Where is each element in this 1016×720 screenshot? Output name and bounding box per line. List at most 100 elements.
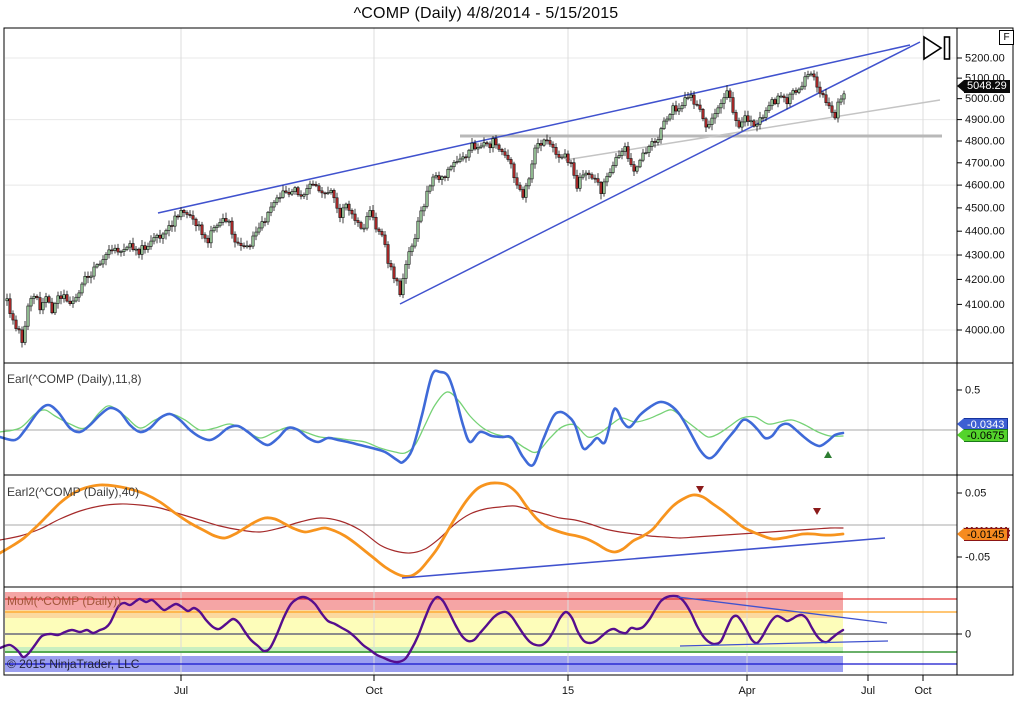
candle-body [842,93,846,100]
candle-body [761,117,765,119]
earl-slow-blue [0,369,845,467]
candle-body [557,154,561,158]
candle-body [5,298,9,302]
candle-body [758,117,762,125]
candle-body [656,139,660,143]
candle-body [383,234,387,245]
mom-band [5,592,843,610]
last-price-label: 5048.29 [957,80,1010,93]
earl-fast-green [0,391,844,455]
candle-body [182,210,186,213]
candle-body [206,237,210,244]
f-button[interactable]: F [999,30,1014,45]
candle-body [380,231,384,236]
candle-body [449,166,453,170]
candle-body [599,181,603,194]
earl2-orange-arrow-icon [957,528,964,540]
candle-body [683,97,687,106]
earl2-down-triangle-icon [696,486,704,493]
candle-body [164,230,168,235]
candle-body [572,162,576,176]
candle-body [74,296,78,302]
candle-body [461,156,465,160]
price-axis-label: 4800.00 [965,135,1005,147]
candle-body [578,176,582,189]
candle-body [200,224,204,236]
candle-body [194,218,198,227]
price-axis-label: 4900.00 [965,114,1005,126]
candle-body [608,172,612,177]
candle-body [287,192,291,195]
candle-body [401,278,405,296]
candle-body [47,296,51,303]
candle-body [530,163,534,180]
candle-body [746,115,750,122]
candle-body [146,246,150,250]
candle-body [53,303,57,314]
candle-body [749,120,753,123]
candle-body [722,97,726,104]
candle-body [353,213,357,221]
candle-body [149,240,153,247]
candle-body [644,152,648,154]
candle-body [32,295,36,299]
candle-body [794,90,798,93]
candle-body [191,215,195,220]
candle-body [263,221,267,223]
candle-body [344,203,348,209]
candle-body [494,138,498,146]
time-axis-label: Jul [861,685,875,697]
candle-body [167,225,171,231]
candle-body [731,97,735,113]
price-axis-label: 4100.00 [965,299,1005,311]
candle-body [638,159,642,168]
candle-body [542,139,546,146]
time-axis-label: Apr [738,685,755,697]
mom-panel-label: MoM(^COMP (Daily)) [7,594,122,608]
mom-trendline [679,640,889,647]
candle-body [467,149,471,158]
candle-body [680,105,684,110]
candle-body [140,245,144,255]
candle-body [14,319,18,329]
candle-body [38,297,42,311]
candle-body [338,207,342,218]
time-axis-label: Oct [365,685,382,697]
candle-body [563,153,567,158]
candle-body [404,264,408,279]
candle-body [212,227,216,232]
candle-body [737,120,741,128]
candle-body [827,102,831,107]
mom-band [5,647,843,653]
candle-body [491,138,495,149]
candle-body [626,146,630,159]
candle-body [293,187,297,192]
candle-body [215,225,219,228]
candle-body [512,163,516,179]
candle-body [398,280,402,296]
candle-body [500,149,504,153]
candle-body [113,247,117,251]
candle-body [320,190,324,194]
chart-title: ^COMP (Daily) 4/8/2014 - 5/15/2015 [353,5,619,22]
candle-body [179,210,183,218]
candle-body [71,300,75,304]
candle-body [488,143,492,149]
earl2-panel-label: Earl2(^COMP (Daily),40) [7,485,140,499]
candle-body [551,143,555,148]
candle-body [740,121,744,128]
candle-body [803,76,807,87]
candle-body [29,298,33,307]
price-label-arrow-icon [957,80,964,92]
earl-up-triangle-icon [824,451,832,458]
candle-body [686,97,690,99]
candle-body [137,248,141,255]
candle-body [443,176,447,179]
candle-body [479,145,483,148]
candle-body [806,74,810,78]
candle-body [20,329,24,343]
candle-body [389,263,393,268]
candle-body [326,192,330,194]
candle-body [527,178,531,187]
